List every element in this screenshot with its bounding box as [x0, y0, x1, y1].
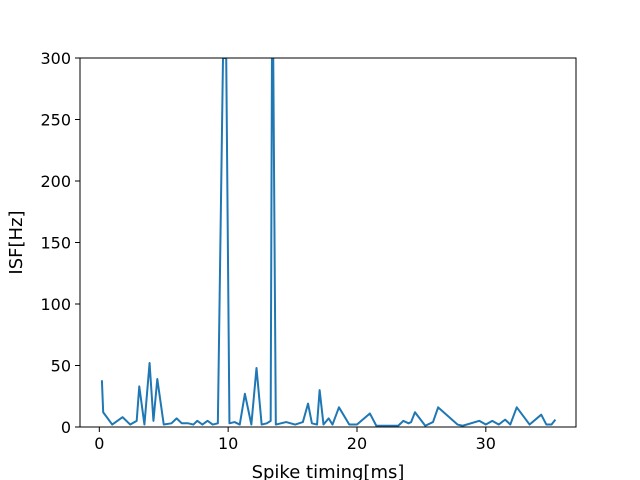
y-axis-title: ISF[Hz]	[6, 210, 27, 274]
y-tick-label: 50	[51, 357, 71, 376]
series-line-0	[100, 58, 557, 427]
y-tick-label: 150	[40, 234, 71, 253]
y-tick-label: 250	[40, 111, 71, 130]
x-tick-label: 30	[476, 434, 496, 453]
x-tick-label: 20	[347, 434, 367, 453]
y-tick-label: 0	[61, 418, 71, 437]
y-tick-label: 100	[40, 295, 71, 314]
y-axis: 0 50 100 150 200 250 300	[40, 49, 80, 437]
x-axis: 0 10 20 30	[94, 427, 496, 453]
x-axis-title: Spike timing[ms]	[252, 462, 405, 480]
y-tick-label: 200	[40, 172, 71, 191]
x-tick-label: 10	[218, 434, 238, 453]
y-tick-label: 300	[40, 49, 71, 68]
plot-area	[100, 58, 557, 427]
x-tick-label: 0	[94, 434, 104, 453]
